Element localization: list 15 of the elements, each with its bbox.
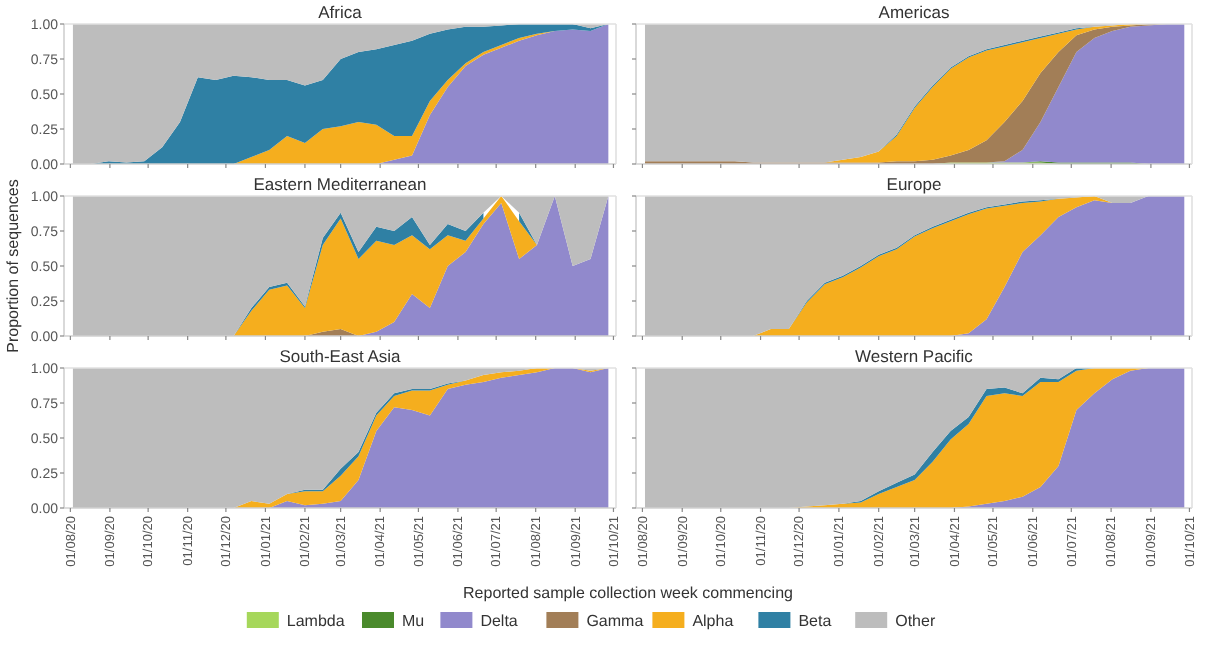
- legend-label: Mu: [402, 611, 425, 630]
- x-axis-title: Reported sample collection week commencing: [463, 584, 793, 602]
- chart-title: Africa: [318, 2, 363, 22]
- chart-title: Eastern Mediterranean: [253, 174, 428, 194]
- legend-label: Lambda: [286, 611, 346, 630]
- chart-title: Europe: [886, 174, 942, 194]
- legend-label: Beta: [798, 611, 833, 630]
- chart-title: Americas: [878, 2, 950, 22]
- chart-title: Western Pacific: [855, 346, 975, 366]
- chart-title: South-East Asia: [279, 346, 402, 366]
- legend-label: Other: [895, 611, 936, 630]
- legend-label: Gamma: [586, 611, 645, 630]
- legend-label: Delta: [480, 611, 519, 630]
- y-axis-title: Proportion of sequences: [4, 179, 22, 353]
- legend-label: Alpha: [692, 611, 735, 630]
